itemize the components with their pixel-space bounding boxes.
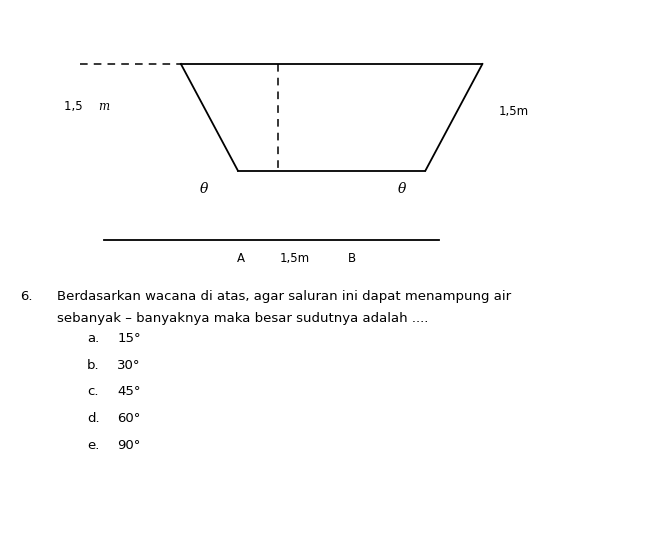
Text: b.: b. bbox=[87, 359, 100, 372]
Text: θ: θ bbox=[398, 182, 406, 196]
Text: d.: d. bbox=[87, 412, 100, 425]
Text: A: A bbox=[237, 252, 245, 265]
Text: 1,5m: 1,5m bbox=[280, 252, 310, 265]
Text: 60°: 60° bbox=[117, 412, 141, 425]
Text: 45°: 45° bbox=[117, 385, 141, 398]
Text: 30°: 30° bbox=[117, 359, 141, 372]
Text: m: m bbox=[98, 100, 110, 113]
Text: e.: e. bbox=[87, 439, 99, 451]
Text: c.: c. bbox=[87, 385, 98, 398]
Text: 15°: 15° bbox=[117, 332, 141, 345]
Text: a.: a. bbox=[87, 332, 99, 345]
Text: B: B bbox=[348, 252, 356, 265]
Text: θ: θ bbox=[200, 182, 208, 196]
Text: 1,5m: 1,5m bbox=[499, 106, 529, 118]
Text: 6.: 6. bbox=[20, 290, 33, 303]
Text: 1,5: 1,5 bbox=[64, 100, 84, 113]
Text: 90°: 90° bbox=[117, 439, 141, 451]
Text: Berdasarkan wacana di atas, agar saluran ini dapat menampung air: Berdasarkan wacana di atas, agar saluran… bbox=[57, 290, 511, 303]
Text: sebanyak – banyaknya maka besar sudutnya adalah ....: sebanyak – banyaknya maka besar sudutnya… bbox=[57, 312, 428, 325]
